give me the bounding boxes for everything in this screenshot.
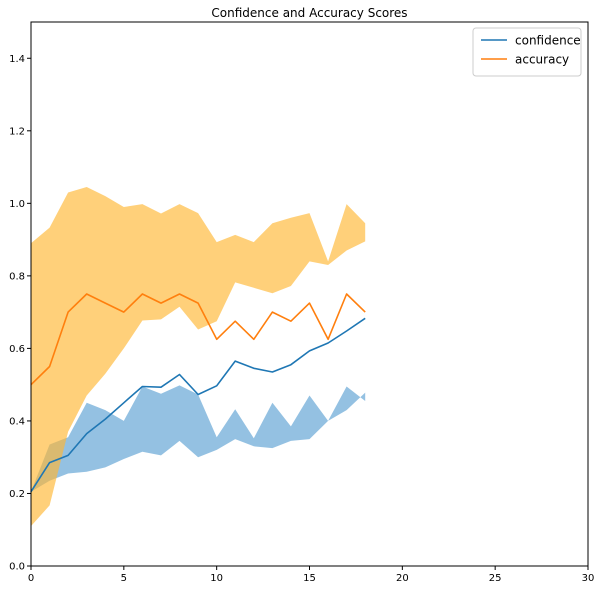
x-tick-label: 20	[396, 573, 409, 584]
x-tick-label: 15	[303, 573, 316, 584]
x-tick-label: 30	[582, 573, 595, 584]
accuracy-band	[31, 187, 366, 527]
x-tick-label: 25	[489, 573, 502, 584]
x-axis: 0 5 10 15 20 25 30	[28, 566, 595, 584]
y-tick-label: 0.4	[9, 416, 25, 427]
accuracy-line	[30, 293, 366, 386]
x-tick-label: 10	[210, 573, 223, 584]
confidence-band	[31, 385, 366, 492]
y-tick-label: 1.2	[9, 126, 25, 137]
legend: confidence accuracy	[472, 27, 582, 77]
y-axis: 0.0 0.2 0.4 0.6 0.8 1.0 1.2 1.4	[9, 54, 31, 573]
x-tick-label: 5	[121, 573, 127, 584]
legend-label-confidence: confidence	[515, 34, 581, 48]
y-tick-label: 0.2	[9, 489, 25, 500]
y-tick-label: 1.0	[9, 199, 25, 210]
confidence-line	[30, 317, 366, 493]
y-tick-label: 0.6	[9, 344, 25, 355]
y-tick-label: 0.0	[9, 562, 25, 573]
confidence-bands	[31, 187, 366, 527]
legend-label-accuracy: accuracy	[515, 53, 569, 67]
y-tick-label: 0.8	[9, 271, 25, 282]
series-lines	[30, 293, 366, 493]
x-tick-label: 0	[28, 573, 34, 584]
y-tick-label: 1.4	[9, 54, 25, 65]
chart-title: Confidence and Accuracy Scores	[211, 6, 407, 20]
